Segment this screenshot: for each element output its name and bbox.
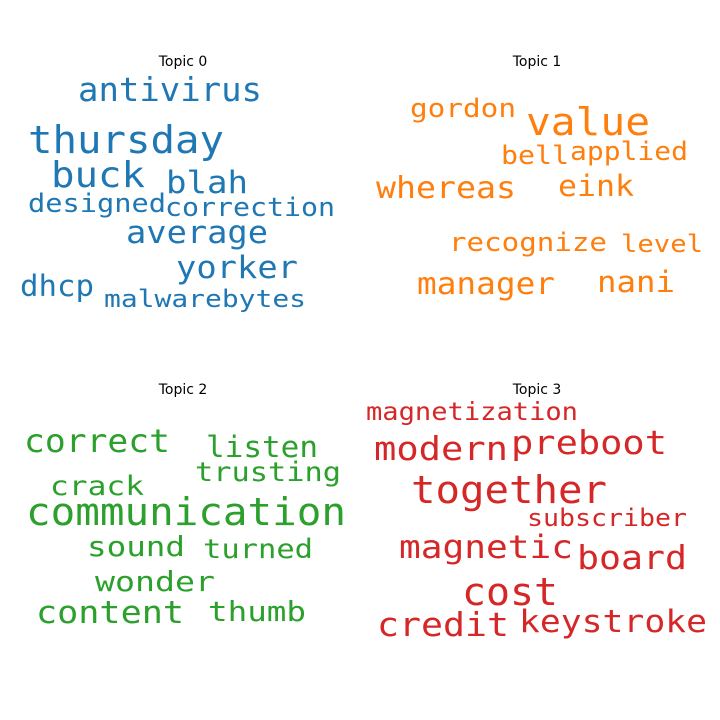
topic-2-word-trusting: trusting [195, 457, 341, 488]
topic-2-word-content: content [36, 595, 184, 631]
topic-0-word-buck: buck [51, 155, 145, 196]
topic-0-word-dhcp: dhcp [20, 269, 94, 303]
topic-2-word-crack: crack [50, 471, 144, 502]
topic-1-word-gordon: gordon [410, 94, 516, 124]
topic-1-word-recognize: recognize [449, 228, 607, 258]
topic-3-word-keystroke: keystroke [519, 604, 707, 640]
topic-0-word-malwarebytes: malwarebytes [104, 285, 306, 313]
topic-3-word-subscriber: subscriber [527, 504, 687, 532]
topic-0-word-blah: blah [166, 165, 248, 201]
topic-2-word-correct: correct [24, 422, 170, 460]
topic-3-word-credit: credit [377, 605, 509, 644]
topic-1-word-eink: eink [558, 169, 635, 203]
topic-1-word-applied: applied [570, 137, 688, 167]
topic-2-word-communication: communication [26, 490, 346, 534]
topic-1-word-manager: manager [417, 267, 555, 302]
topic-0-title: Topic 0 [158, 54, 208, 70]
topic-2-word-wonder: wonder [95, 565, 215, 598]
topic-3-word-modern: modern [374, 429, 508, 468]
topic-2-word-sound: sound [87, 530, 185, 563]
topic-0-word-designed: designed [28, 189, 166, 219]
topic-1-word-level: level [621, 230, 703, 258]
topic-1-word-nani: nani [597, 265, 675, 299]
topic-0-word-antivirus: antivirus [78, 70, 262, 109]
topic-0-word-average: average [126, 215, 268, 251]
topic-2-word-listen: listen [206, 430, 318, 464]
topic-1-title: Topic 1 [512, 54, 562, 70]
topic-1-word-whereas: whereas [376, 171, 516, 206]
topic-3-word-magnetic: magnetic [399, 528, 573, 566]
topic-3-word-preboot: preboot [511, 423, 667, 462]
topic-2-title: Topic 2 [158, 382, 208, 398]
topic-0-word-thursday: thursday [28, 118, 224, 162]
topic-3-word-together: together [411, 468, 607, 512]
topic-2-word-thumb: thumb [208, 595, 306, 628]
topic-0-word-yorker: yorker [176, 250, 298, 286]
topic-3-title: Topic 3 [512, 382, 562, 398]
topic-0-word-correction: correction [165, 193, 335, 223]
topic-3-word-magnetization: magnetization [366, 397, 578, 426]
topic-3-word-cost: cost [462, 570, 558, 614]
topic-1-word-bell: bell [501, 141, 569, 171]
topic-1-word-value: value [526, 100, 650, 144]
topic-3-word-board: board [577, 538, 687, 577]
topic-2-word-turned: turned [203, 534, 313, 565]
